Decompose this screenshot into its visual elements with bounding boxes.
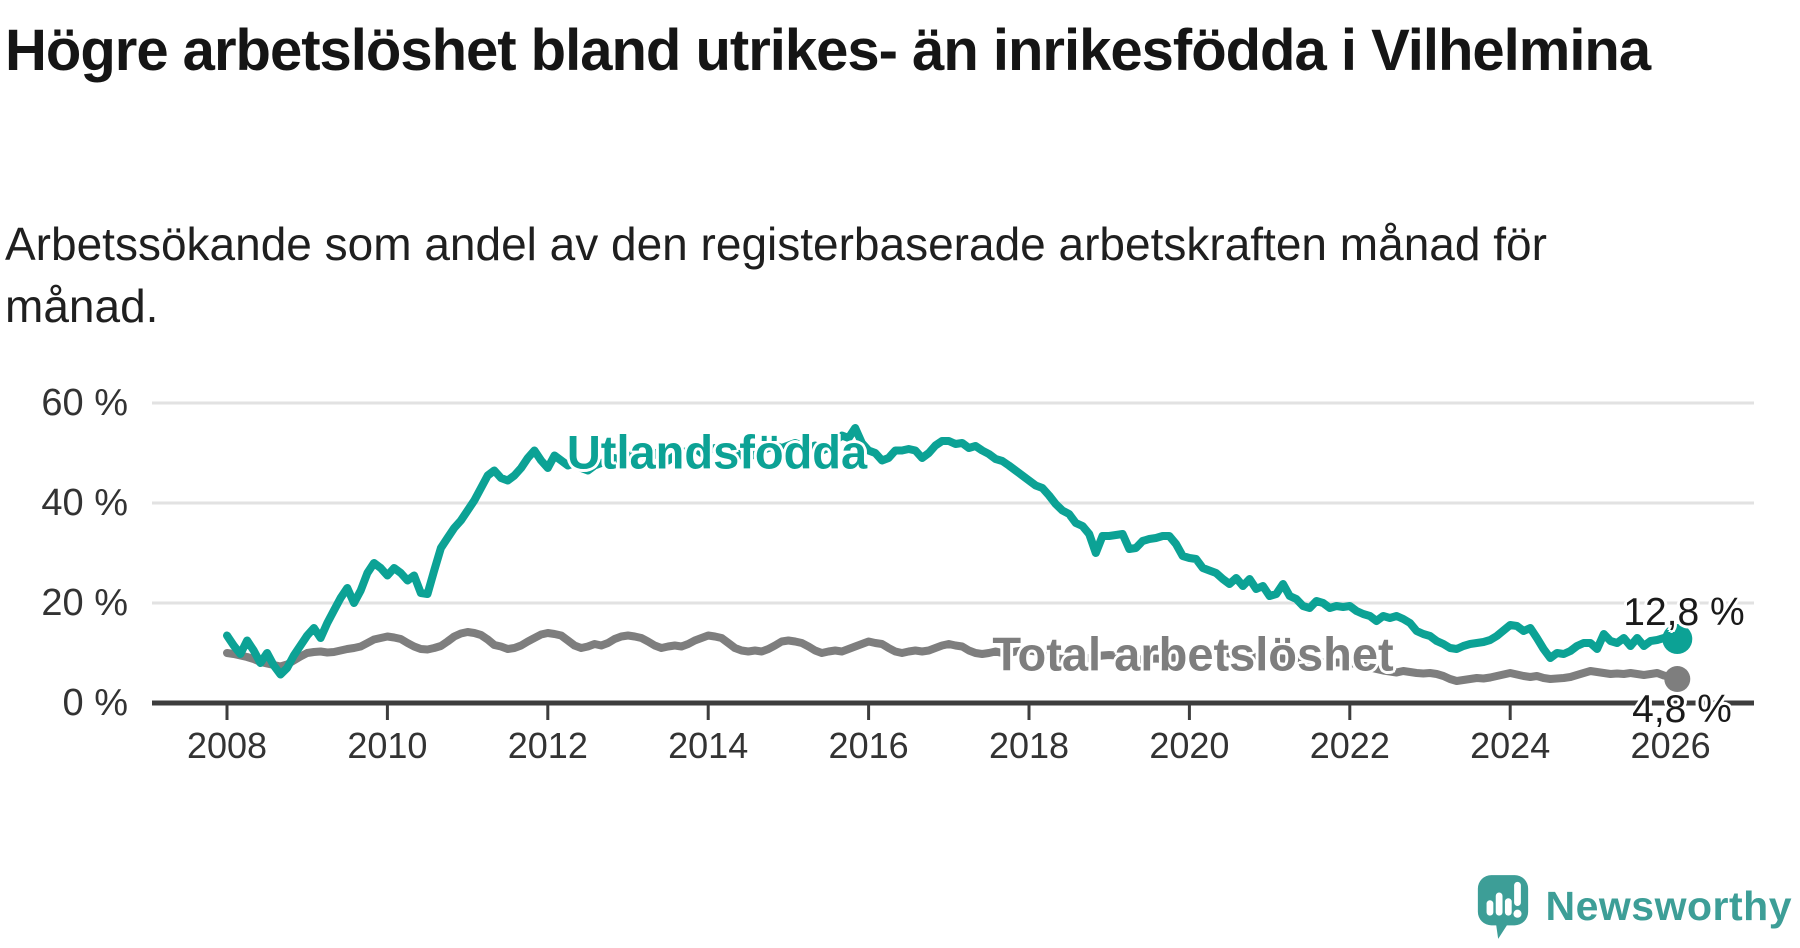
y-tick-label: 0 % <box>62 682 128 724</box>
x-tick-label: 2012 <box>507 725 588 766</box>
bar-small <box>1486 900 1493 916</box>
exclamation-dot <box>1512 909 1522 918</box>
x-tick-label: 2010 <box>347 725 428 766</box>
exclamation-stem <box>1513 881 1521 906</box>
x-tick-label: 2016 <box>828 725 909 766</box>
newsworthy-branding: Newsworthy <box>1474 870 1793 942</box>
x-tick-label: 2026 <box>1630 725 1711 766</box>
series-line-total <box>223 628 1682 685</box>
series-end-dot <box>1662 624 1693 654</box>
x-tick-label: 2014 <box>668 725 749 766</box>
x-tick-label: 2020 <box>1149 725 1230 766</box>
end-value-label-total: 4,8 % <box>1632 688 1732 731</box>
newsworthy-logo-text: Newsworthy <box>1545 882 1792 929</box>
chart-subtitle: Arbetssökande som andel av den registerb… <box>5 218 1547 332</box>
newsworthy-logo-icon <box>1477 875 1528 939</box>
y-tick-label: 60 % <box>41 382 128 424</box>
y-tick-label: 40 % <box>41 482 128 524</box>
x-tick-label: 2024 <box>1470 725 1551 766</box>
page-title: Högre arbetslöshet bland utrikes- än inr… <box>5 18 1651 83</box>
x-tick-label: 2018 <box>988 725 1070 766</box>
bar-medium <box>1504 898 1512 916</box>
series-end-dot <box>1664 666 1691 692</box>
series-label-utlandsfodda: Utlandsfödda <box>566 425 868 479</box>
y-tick-label: 20 % <box>41 582 128 624</box>
series-line-utlandsfodda <box>223 424 1682 679</box>
x-tick-label: 2022 <box>1309 725 1390 766</box>
bar-tall <box>1495 892 1503 916</box>
series-label-total-arbetsloshet: Total arbetslöshet <box>992 627 1394 681</box>
end-value-label-utlandsfodda: 12,8 % <box>1623 591 1745 634</box>
x-tick-label: 2008 <box>186 725 268 766</box>
